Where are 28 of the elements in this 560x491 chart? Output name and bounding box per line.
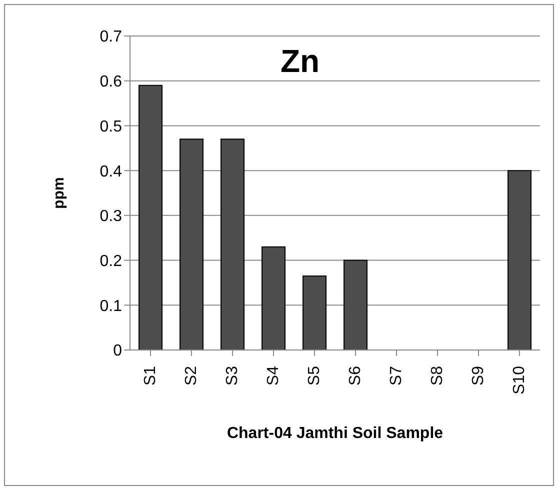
- y-tick-label: 0.3: [100, 208, 122, 226]
- y-tick-label: 0.4: [100, 163, 122, 180]
- bar: [180, 138, 204, 350]
- bar: [138, 84, 163, 350]
- x-tick-label: S2: [183, 366, 200, 386]
- y-tick-label: 0.6: [100, 74, 122, 91]
- x-tick-label: S1: [142, 366, 159, 386]
- x-tick-label: S7: [388, 366, 405, 386]
- bar: [344, 260, 368, 350]
- y-tick-label: 0.5: [100, 118, 122, 136]
- bar: [262, 246, 286, 350]
- x-tick-label: S4: [265, 366, 282, 386]
- bar: [302, 275, 327, 350]
- y-tick-label: 0.1: [100, 298, 122, 315]
- bar: [508, 170, 532, 350]
- y-axis-title: ppm: [50, 177, 68, 209]
- x-tick-label: S10: [511, 366, 528, 394]
- x-tick-label: S9: [470, 366, 487, 386]
- x-tick-label: S3: [224, 366, 241, 386]
- y-tick-label: 0.7: [100, 28, 122, 46]
- x-tick-label: S6: [347, 366, 364, 386]
- x-axis-title: Chart-04 Jamthi Soil Sample: [226, 425, 444, 442]
- bar: [220, 138, 245, 350]
- y-tick-label: 0.2: [100, 252, 122, 270]
- x-tick-label: S8: [429, 366, 446, 386]
- x-tick-label: S5: [306, 366, 323, 386]
- y-tick-label: 0: [113, 342, 122, 360]
- chart-title: Zn: [280, 43, 320, 79]
